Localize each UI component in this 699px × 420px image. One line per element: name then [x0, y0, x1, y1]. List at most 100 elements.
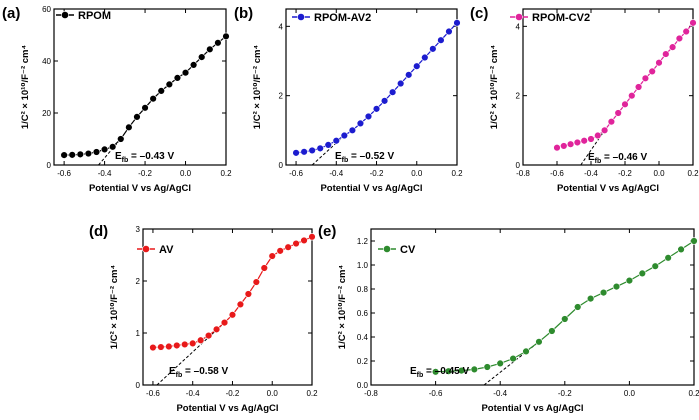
panel-c: (c) -0.8 -0.6 -0.4 -0.2 0.0 0.2 0 2 4 Potential V …	[470, 5, 699, 194]
data-point	[690, 237, 698, 245]
x-tick-label: -0.4	[584, 169, 598, 178]
x-tick-label: 0.0	[624, 389, 636, 398]
y-tick-label: 4	[279, 22, 284, 31]
data-point	[548, 327, 556, 335]
data-point	[198, 53, 206, 61]
legend-marker	[61, 11, 69, 19]
data-point	[222, 32, 230, 40]
data-point	[149, 94, 157, 103]
y-tick-label: 2	[136, 277, 141, 286]
y-axis-label: 1/C² × 10¹⁰/F⁻² cm⁴	[489, 45, 500, 130]
series-line	[556, 22, 694, 149]
data-point	[431, 368, 440, 376]
x-tick-label: -0.2	[618, 169, 632, 178]
data-point	[560, 142, 568, 150]
data-point	[268, 252, 276, 260]
y-tick-label: 2	[279, 92, 284, 101]
y-tick-label: 3	[136, 225, 141, 234]
legend-marker	[142, 245, 150, 253]
data-point	[364, 112, 373, 121]
legend-marker	[297, 13, 305, 21]
legend-label: RPOM-CV2	[532, 12, 590, 24]
data-point	[651, 262, 659, 270]
data-point	[100, 145, 109, 154]
legend-label: CV	[400, 244, 416, 256]
x-tick-label: 0.2	[451, 169, 463, 178]
panel-b: (b) -0.6 -0.4 -0.2 0.0 0.2 0 2 4 Potential V vs A…	[234, 5, 463, 194]
data-point	[664, 254, 672, 262]
plot-frame	[370, 228, 695, 386]
series-line	[152, 236, 313, 349]
tangent-line	[98, 138, 122, 166]
x-axis-label: Potential V vs Ag/AgCl	[89, 183, 191, 194]
panel-label: (d)	[89, 223, 108, 240]
legend-label: RPOM-AV2	[314, 12, 371, 24]
data-point	[372, 105, 381, 113]
data-point	[689, 19, 697, 27]
data-point	[60, 151, 68, 159]
x-tick-label: -0.6	[429, 389, 443, 398]
data-point	[276, 247, 284, 255]
data-point	[457, 366, 466, 375]
x-axis-label: Potential V vs Ag/AgCl	[481, 403, 583, 414]
data-point	[599, 288, 608, 297]
data-point	[621, 100, 629, 109]
data-point	[668, 43, 677, 51]
y-tick-label: 0	[279, 161, 284, 170]
data-point	[573, 138, 582, 147]
data-point	[566, 140, 575, 148]
data-point	[586, 294, 595, 303]
y-tick-label: 0	[47, 161, 52, 170]
panel-label: (e)	[318, 223, 336, 240]
data-point	[324, 141, 332, 149]
data-point	[292, 149, 300, 157]
y-axis-label: 1/C² × 10¹⁰/F⁻² cm⁴	[252, 45, 263, 130]
x-tick-label: 0.2	[688, 389, 699, 398]
data-point	[553, 143, 561, 152]
data-point	[594, 131, 602, 140]
data-point	[413, 62, 421, 70]
data-point	[189, 61, 198, 69]
y-tick-label: 0.8	[357, 285, 369, 294]
efb-annotation: Efb = –0.52 V	[335, 151, 394, 164]
data-point	[614, 109, 622, 117]
data-point	[429, 45, 437, 53]
data-point	[300, 236, 308, 245]
y-tick-label: 4	[516, 22, 521, 31]
y-tick-label: 60	[42, 5, 51, 14]
panel-d: (d) -0.6 -0.4 -0.2 0.0 0.2 0 1 2 3 Potential V vs …	[89, 223, 318, 414]
data-point	[675, 34, 684, 43]
data-point	[108, 143, 117, 151]
y-tick-label: 20	[42, 109, 51, 118]
x-tick-label: 0.0	[180, 169, 192, 178]
x-tick-label: -0.6	[289, 169, 303, 178]
data-point	[470, 365, 479, 374]
x-tick-label: -0.8	[364, 389, 378, 398]
data-point	[125, 123, 133, 132]
data-point	[252, 278, 261, 286]
data-point	[196, 336, 205, 344]
data-point	[496, 359, 504, 368]
data-point	[165, 342, 173, 351]
data-point	[561, 315, 569, 323]
plot-frame	[285, 8, 458, 166]
x-tick-label: -0.4	[493, 389, 507, 398]
x-tick-label: -0.6	[57, 169, 71, 178]
data-point	[189, 339, 197, 348]
x-tick-label: 0.2	[220, 169, 232, 178]
data-point	[641, 74, 650, 83]
data-point	[348, 126, 357, 135]
x-axis-label: Potential V vs Ag/AgCl	[557, 183, 659, 194]
x-tick-label: 0.2	[306, 389, 318, 398]
y-tick-label: 0.4	[357, 333, 369, 342]
y-axis-label: 1/C² × 10¹⁰/F⁻² cm⁴	[20, 45, 31, 130]
data-point	[522, 347, 530, 356]
y-tick-label: 2	[516, 92, 521, 101]
data-point	[173, 341, 181, 350]
panel-a: (a) -0.6 -0.4 -0.2 0.0 0.2 0 20 40 60 Potential V …	[2, 5, 232, 194]
data-point	[655, 59, 663, 67]
panel-label: (c)	[470, 5, 488, 22]
data-point	[405, 71, 413, 79]
x-tick-label: -0.6	[550, 169, 564, 178]
data-point	[92, 148, 101, 156]
